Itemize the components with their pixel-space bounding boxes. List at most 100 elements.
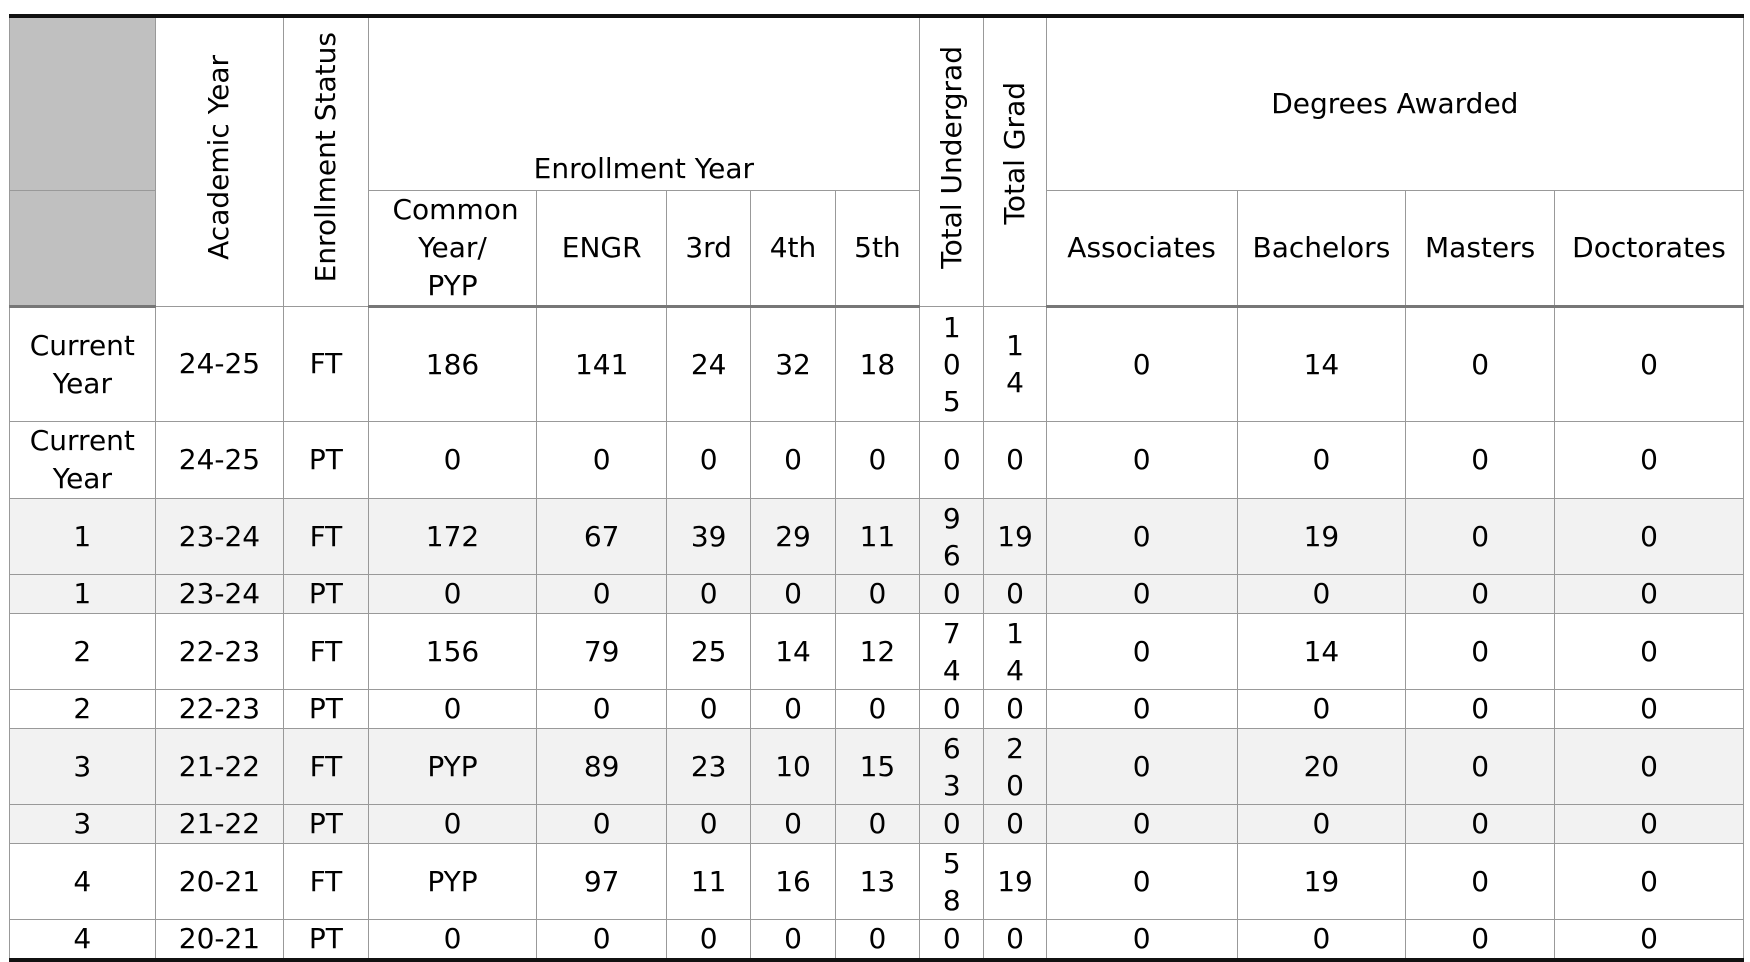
cell-doctorates: 0 bbox=[1553, 689, 1745, 729]
cell-5th: 0 bbox=[834, 919, 921, 961]
cell-engr: 89 bbox=[536, 728, 667, 805]
cell-status: FT bbox=[283, 843, 369, 920]
cell-bachelors: 14 bbox=[1236, 306, 1407, 422]
cell-total-grad: 0 bbox=[983, 804, 1047, 844]
cell-masters: 0 bbox=[1405, 843, 1555, 920]
cell-label: Current Year bbox=[9, 421, 156, 499]
cell-4th: 0 bbox=[750, 804, 836, 844]
cell-common-year: PYP bbox=[367, 843, 538, 920]
cell-doctorates: 0 bbox=[1553, 804, 1745, 844]
cell-total-grad: 14 bbox=[983, 306, 1047, 422]
cell-academic-year: 24-25 bbox=[154, 306, 285, 422]
cell-3rd: 0 bbox=[665, 574, 752, 614]
header-bachelors: Bachelors bbox=[1236, 190, 1407, 308]
cell-4th: 32 bbox=[750, 306, 836, 422]
cell-label: 2 bbox=[9, 613, 156, 690]
cell-4th: 10 bbox=[750, 728, 836, 805]
cell-common-year: 186 bbox=[367, 306, 538, 422]
cell-label: Current Year bbox=[9, 306, 156, 422]
table-row: Current Year 24-25 PT 0 0 0 0 0 0 0 0 0 … bbox=[9, 421, 1745, 499]
cell-total-undergrad: 74 bbox=[919, 613, 985, 690]
cell-doctorates: 0 bbox=[1553, 306, 1745, 422]
cell-engr: 0 bbox=[536, 919, 667, 961]
cell-4th: 14 bbox=[750, 613, 836, 690]
cell-masters: 0 bbox=[1405, 421, 1555, 499]
cell-5th: 0 bbox=[834, 804, 921, 844]
header-common-year: Common Year/ PYP bbox=[367, 190, 538, 308]
table-row: 1 23-24 PT 0 0 0 0 0 0 0 0 0 0 0 bbox=[9, 574, 1745, 614]
table-row: 3 21-22 PT 0 0 0 0 0 0 0 0 0 0 0 bbox=[9, 804, 1745, 844]
cell-status: FT bbox=[283, 728, 369, 805]
cell-status: PT bbox=[283, 421, 369, 499]
cell-associates: 0 bbox=[1045, 613, 1238, 690]
cell-doctorates: 0 bbox=[1553, 613, 1745, 690]
table-row: 3 21-22 FT PYP 89 23 10 15 63 20 0 20 0 … bbox=[9, 728, 1745, 805]
cell-engr: 0 bbox=[536, 689, 667, 729]
cell-common-year: 0 bbox=[367, 919, 538, 961]
header-doctorates: Doctorates bbox=[1553, 190, 1745, 308]
cell-5th: 15 bbox=[834, 728, 921, 805]
cell-5th: 11 bbox=[834, 498, 921, 575]
cell-associates: 0 bbox=[1045, 306, 1238, 422]
cell-common-year: PYP bbox=[367, 728, 538, 805]
cell-total-grad: 0 bbox=[983, 421, 1047, 499]
cell-status: FT bbox=[283, 498, 369, 575]
header-degrees-awarded: Degrees Awarded bbox=[1045, 15, 1745, 191]
header-3rd: 3rd bbox=[665, 190, 752, 308]
cell-5th: 12 bbox=[834, 613, 921, 690]
header-enrollment-year: Enrollment Year bbox=[367, 15, 921, 191]
cell-total-grad: 19 bbox=[983, 843, 1047, 920]
cell-3rd: 23 bbox=[665, 728, 752, 805]
cell-total-grad: 20 bbox=[983, 728, 1047, 805]
cell-label: 1 bbox=[9, 574, 156, 614]
cell-academic-year: 21-22 bbox=[154, 728, 285, 805]
header-engr: ENGR bbox=[536, 190, 667, 308]
cell-masters: 0 bbox=[1405, 804, 1555, 844]
cell-total-undergrad: 0 bbox=[919, 689, 985, 729]
cell-associates: 0 bbox=[1045, 919, 1238, 961]
cell-3rd: 0 bbox=[665, 689, 752, 729]
cell-engr: 67 bbox=[536, 498, 667, 575]
cell-5th: 0 bbox=[834, 421, 921, 499]
cell-academic-year: 20-21 bbox=[154, 919, 285, 961]
cell-label: 3 bbox=[9, 804, 156, 844]
cell-engr: 0 bbox=[536, 421, 667, 499]
cell-engr: 141 bbox=[536, 306, 667, 422]
cell-common-year: 156 bbox=[367, 613, 538, 690]
cell-total-undergrad: 0 bbox=[919, 804, 985, 844]
cell-total-undergrad: 96 bbox=[919, 498, 985, 575]
cell-academic-year: 20-21 bbox=[154, 843, 285, 920]
cell-masters: 0 bbox=[1405, 728, 1555, 805]
cell-bachelors: 0 bbox=[1236, 919, 1407, 961]
cell-total-undergrad: 105 bbox=[919, 306, 985, 422]
cell-5th: 13 bbox=[834, 843, 921, 920]
cell-total-undergrad: 58 bbox=[919, 843, 985, 920]
cell-total-undergrad: 0 bbox=[919, 421, 985, 499]
cell-total-undergrad: 63 bbox=[919, 728, 985, 805]
header-5th: 5th bbox=[834, 190, 921, 308]
cell-5th: 0 bbox=[834, 689, 921, 729]
cell-bachelors: 0 bbox=[1236, 804, 1407, 844]
cell-masters: 0 bbox=[1405, 689, 1555, 729]
cell-3rd: 11 bbox=[665, 843, 752, 920]
cell-label: 3 bbox=[9, 728, 156, 805]
cell-academic-year: 24-25 bbox=[154, 421, 285, 499]
header-masters: Masters bbox=[1405, 190, 1555, 308]
cell-4th: 0 bbox=[750, 574, 836, 614]
cell-doctorates: 0 bbox=[1553, 498, 1745, 575]
cell-academic-year: 22-23 bbox=[154, 613, 285, 690]
cell-bachelors: 19 bbox=[1236, 498, 1407, 575]
cell-total-grad: 0 bbox=[983, 574, 1047, 614]
cell-engr: 0 bbox=[536, 804, 667, 844]
cell-doctorates: 0 bbox=[1553, 919, 1745, 961]
header-4th: 4th bbox=[750, 190, 836, 308]
cell-3rd: 39 bbox=[665, 498, 752, 575]
cell-total-grad: 14 bbox=[983, 613, 1047, 690]
cell-label: 4 bbox=[9, 843, 156, 920]
cell-3rd: 25 bbox=[665, 613, 752, 690]
cell-status: PT bbox=[283, 689, 369, 729]
cell-3rd: 24 bbox=[665, 306, 752, 422]
cell-status: FT bbox=[283, 613, 369, 690]
corner-cell-top bbox=[9, 15, 156, 191]
cell-label: 2 bbox=[9, 689, 156, 729]
